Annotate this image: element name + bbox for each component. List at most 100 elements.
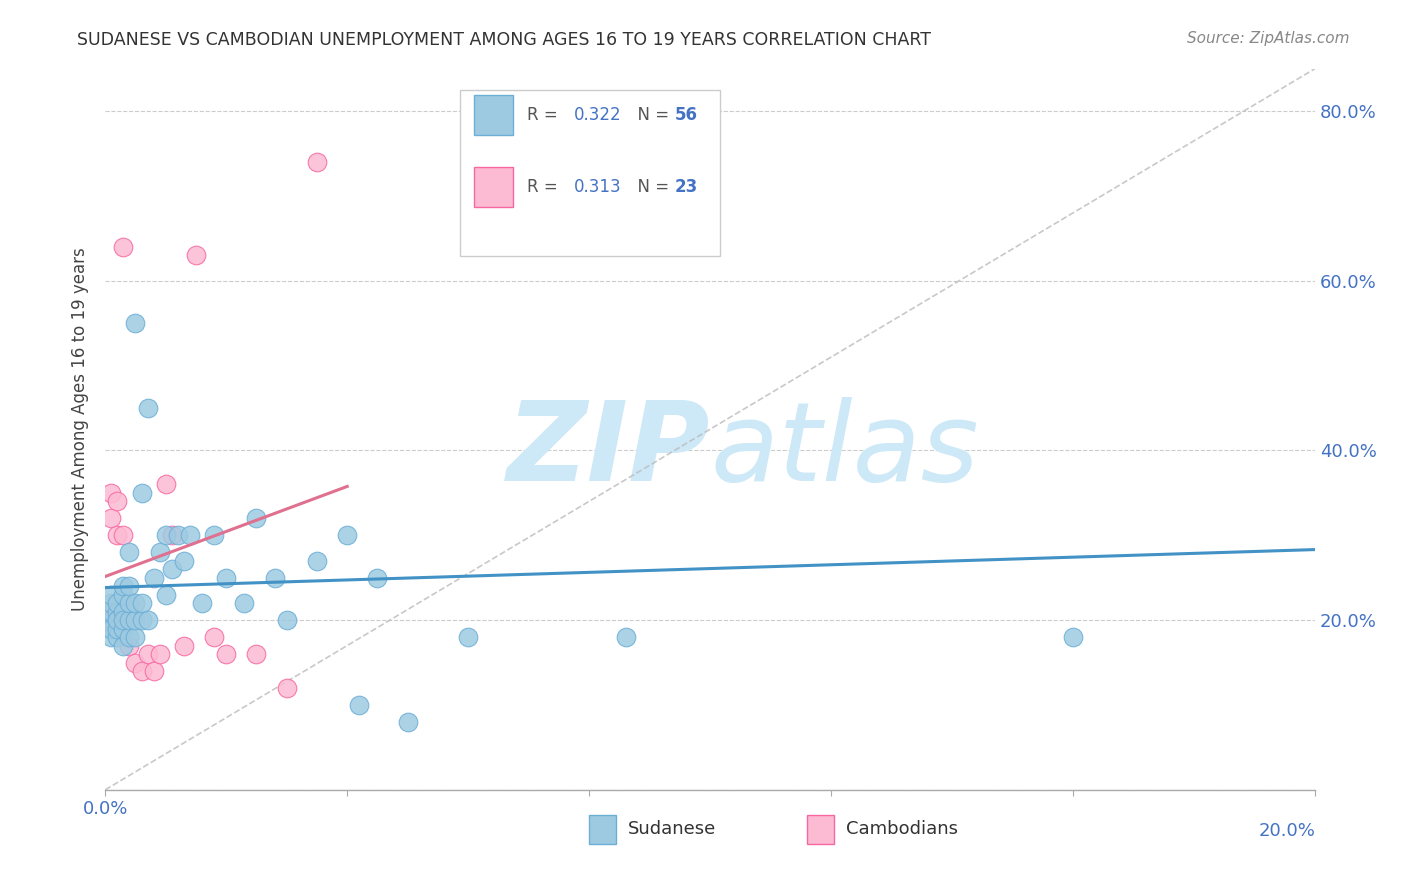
FancyBboxPatch shape <box>474 95 513 135</box>
Point <box>100 613 122 627</box>
Point <box>100 605 122 619</box>
Point <box>112 613 135 627</box>
Text: N =: N = <box>627 106 673 124</box>
Point <box>131 664 153 678</box>
Point <box>245 647 267 661</box>
Point <box>105 622 128 636</box>
Point <box>396 714 419 729</box>
Y-axis label: Unemployment Among Ages 16 to 19 years: Unemployment Among Ages 16 to 19 years <box>72 247 89 611</box>
Point <box>112 622 135 636</box>
FancyBboxPatch shape <box>474 167 513 207</box>
Point <box>614 630 637 644</box>
Point <box>100 588 122 602</box>
Point <box>112 240 135 254</box>
Point <box>191 596 214 610</box>
FancyBboxPatch shape <box>589 815 616 844</box>
Point <box>215 647 238 661</box>
Point <box>149 545 172 559</box>
Point <box>124 316 146 330</box>
Point <box>105 630 128 644</box>
Point <box>112 579 135 593</box>
Point <box>131 596 153 610</box>
Point <box>105 605 128 619</box>
Point <box>179 528 201 542</box>
Point <box>457 630 479 644</box>
Point <box>100 613 122 627</box>
Point <box>105 494 128 508</box>
Point <box>142 571 165 585</box>
Text: ZIP: ZIP <box>506 397 710 504</box>
Point <box>142 664 165 678</box>
Point <box>336 528 359 542</box>
Point <box>118 545 141 559</box>
Text: R =: R = <box>527 178 564 196</box>
Point <box>202 630 225 644</box>
Point <box>124 656 146 670</box>
Text: 0.322: 0.322 <box>574 106 621 124</box>
Point <box>118 630 141 644</box>
Point <box>118 605 141 619</box>
Point <box>155 528 177 542</box>
Point <box>124 613 146 627</box>
Text: Sudanese: Sudanese <box>628 821 716 838</box>
Point <box>136 401 159 415</box>
Point <box>245 511 267 525</box>
Text: 20.0%: 20.0% <box>1258 822 1315 840</box>
Point <box>155 588 177 602</box>
Point <box>100 511 122 525</box>
Text: atlas: atlas <box>710 397 979 504</box>
Point <box>136 647 159 661</box>
Point <box>112 588 135 602</box>
Point <box>1062 630 1084 644</box>
Point <box>202 528 225 542</box>
Text: 56: 56 <box>675 106 699 124</box>
Point <box>160 528 183 542</box>
Point <box>112 528 135 542</box>
Point <box>105 528 128 542</box>
Text: R =: R = <box>527 106 564 124</box>
Point <box>118 639 141 653</box>
Point <box>160 562 183 576</box>
Text: Cambodians: Cambodians <box>846 821 957 838</box>
FancyBboxPatch shape <box>807 815 834 844</box>
Text: SUDANESE VS CAMBODIAN UNEMPLOYMENT AMONG AGES 16 TO 19 YEARS CORRELATION CHART: SUDANESE VS CAMBODIAN UNEMPLOYMENT AMONG… <box>77 31 931 49</box>
Point <box>131 613 153 627</box>
Point <box>131 485 153 500</box>
Point <box>173 639 195 653</box>
Point <box>124 630 146 644</box>
Point <box>105 613 128 627</box>
Point <box>100 596 122 610</box>
Point <box>112 605 135 619</box>
Point <box>263 571 285 585</box>
Point <box>166 528 188 542</box>
Point <box>305 554 328 568</box>
Point <box>124 596 146 610</box>
Point <box>100 622 122 636</box>
Point <box>366 571 388 585</box>
Point <box>136 613 159 627</box>
Point <box>173 554 195 568</box>
Point <box>118 613 141 627</box>
FancyBboxPatch shape <box>460 90 720 256</box>
Point <box>349 698 371 712</box>
Text: N =: N = <box>627 178 673 196</box>
Point <box>305 154 328 169</box>
Text: 0.313: 0.313 <box>574 178 621 196</box>
Point <box>112 639 135 653</box>
Point <box>184 248 207 262</box>
Point <box>105 613 128 627</box>
Point <box>155 477 177 491</box>
Point <box>100 485 122 500</box>
Point <box>118 596 141 610</box>
Point <box>276 613 298 627</box>
Point <box>276 681 298 695</box>
Point <box>233 596 256 610</box>
Point <box>100 630 122 644</box>
Text: 23: 23 <box>675 178 699 196</box>
Point <box>105 596 128 610</box>
Text: Source: ZipAtlas.com: Source: ZipAtlas.com <box>1187 31 1350 46</box>
Point <box>118 579 141 593</box>
Point <box>530 180 553 194</box>
Point <box>215 571 238 585</box>
Point <box>149 647 172 661</box>
